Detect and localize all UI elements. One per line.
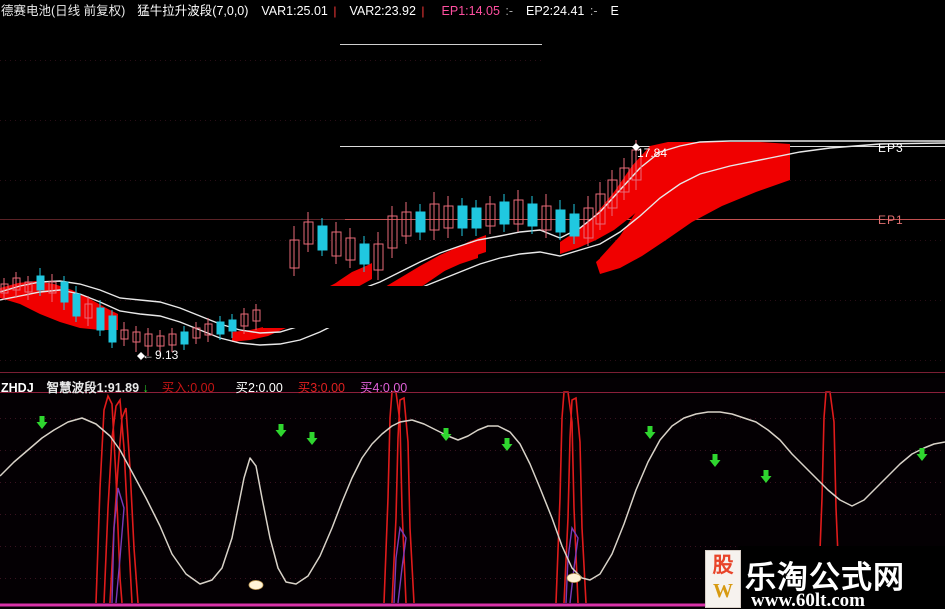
indicator-code-label[interactable]: ZHDJ: [1, 381, 34, 395]
panel-divider-top: [0, 372, 945, 373]
grid-line: [0, 418, 945, 419]
low-marker: [137, 352, 145, 360]
down-arrow-icon: ↓: [142, 381, 149, 395]
grid-line: [0, 60, 945, 61]
ma-fast-line: [0, 140, 945, 334]
watermark-site-url: www.60lt.com: [751, 590, 865, 609]
high-price-callout: 17.84: [637, 146, 668, 160]
high-marker: [632, 143, 640, 151]
oscillator-main-line: [0, 411, 945, 585]
ep2-dash-label: :-: [589, 4, 598, 18]
grid-line: [0, 546, 945, 547]
redaction-box-top: [542, 0, 945, 132]
left-arrow-icon: ←: [142, 348, 154, 362]
grid-line: [0, 578, 945, 579]
ep1-reference-line-left: [0, 219, 345, 220]
stock-name-label[interactable]: 德赛电池(日线 前复权): [1, 4, 126, 18]
var1-value-label: VAR1:25.01: [261, 4, 328, 18]
candlestick-series: [0, 140, 642, 356]
ep-upper-reference-line: [340, 44, 545, 45]
redaction-box-middle: [263, 286, 508, 328]
var1-marker-icon: |: [333, 4, 337, 18]
buy4-value-label: 买4:0.00: [359, 381, 408, 395]
trough-dot-marker: [248, 573, 582, 590]
grid-line: [0, 482, 945, 483]
price-chart-panel[interactable]: EP3 EP1 17.84 ←9.13 德赛电池(日线 前复权) 猛牛拉升波段(…: [0, 0, 945, 378]
watermark-backdrop: [738, 546, 945, 609]
buy1-value-label: 买入:0.00: [161, 381, 215, 395]
watermark-logo-icon: 股 W: [705, 550, 741, 608]
var2-marker-icon: |: [421, 4, 425, 18]
ep3-reference-line: [340, 146, 945, 147]
signal-spike-inner: [111, 487, 579, 604]
buy3-value-label: 买3:0.00: [297, 381, 346, 395]
indicator-name-label[interactable]: 猛牛拉升波段(7,0,0): [137, 4, 249, 18]
low-price-value: 9.13: [155, 348, 179, 362]
price-panel-header: 德赛电池(日线 前复权) 猛牛拉升波段(7,0,0) VAR1:25.01 | …: [0, 2, 619, 21]
ep2-value-label: EP2:24.41: [526, 4, 585, 18]
ep3-value-label: E: [610, 4, 619, 18]
ep1-value-label: EP1:14.05: [441, 4, 500, 18]
watermark-site-name: 乐淘公式网: [745, 560, 905, 596]
indicator-title-label[interactable]: 智慧波段1:91.89: [46, 381, 140, 395]
ep1-dash-label: :-: [505, 4, 514, 18]
low-price-callout: ←9.13: [142, 348, 178, 362]
grid-line: [0, 450, 945, 451]
grid-line: [0, 360, 945, 361]
var2-value-label: VAR2:23.92: [349, 4, 416, 18]
sell-signal-arrows: [36, 416, 928, 483]
grid-line: [0, 514, 945, 515]
site-watermark: 股 W 乐淘公式网 www.60lt.com: [705, 546, 945, 609]
indicator-panel-header: ZHDJ 智慧波段1:91.89 ↓ 买入:0.00 买2:0.00 买3:0.…: [0, 379, 407, 398]
grid-line: [0, 180, 945, 181]
buy2-value-label: 买2:0.00: [235, 381, 283, 395]
logo-glyph-top: 股: [712, 553, 734, 577]
grid-line: [0, 120, 945, 121]
ep1-line-label: EP1: [878, 213, 904, 227]
indicator-header-divider: [0, 392, 945, 393]
logo-glyph-bottom: W: [713, 580, 733, 602]
ep3-line-label: EP3: [878, 141, 904, 155]
